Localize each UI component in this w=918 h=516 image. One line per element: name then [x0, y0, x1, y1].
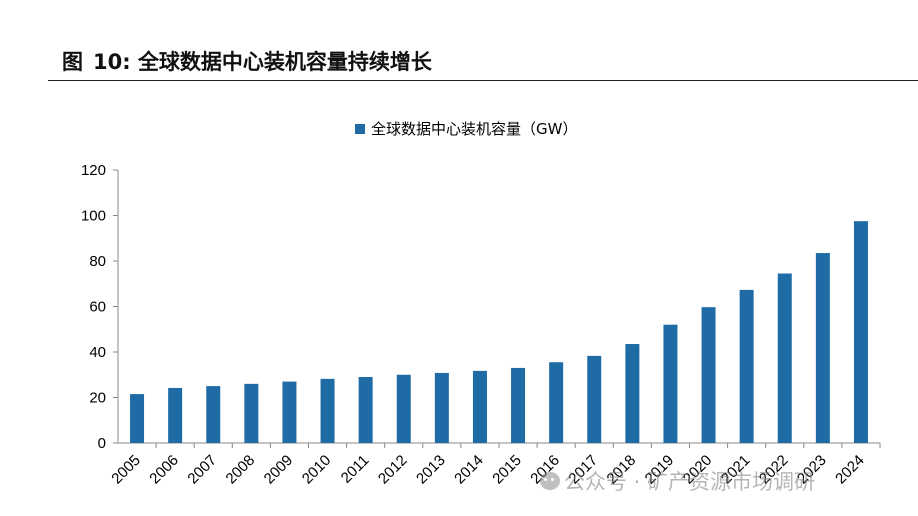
x-tick-label: 2010	[299, 452, 335, 488]
chart-legend: 全球数据中心装机容量（GW）	[355, 118, 577, 139]
y-tick-label: 80	[89, 253, 106, 270]
bar-2015	[511, 367, 526, 443]
y-tick-label: 20	[89, 390, 106, 407]
bar-2007	[206, 386, 221, 443]
y-tick-label: 0	[98, 435, 106, 452]
figure-number: 10:	[93, 50, 131, 74]
legend-swatch	[355, 123, 365, 134]
bar-2024	[853, 221, 868, 443]
bar-2012	[396, 374, 411, 443]
x-tick-label: 2012	[375, 452, 411, 488]
bar-2020	[701, 307, 716, 443]
y-tick-label: 100	[81, 208, 106, 225]
y-tick-label: 40	[89, 344, 106, 361]
x-tick-label: 2006	[146, 452, 182, 488]
figure-label: 图	[62, 50, 83, 74]
watermark-text: 公众号 · 矿产资源市场调研	[564, 470, 816, 494]
x-tick-label: 2014	[451, 452, 487, 488]
x-tick-label: 2005	[108, 452, 144, 488]
bar-2014	[472, 370, 487, 443]
bar-2016	[549, 362, 564, 443]
x-tick-label: 2024	[832, 452, 868, 488]
x-tick-label: 2009	[261, 452, 297, 488]
x-tick-label: 2007	[184, 452, 220, 488]
bar-2005	[130, 394, 145, 443]
bar-2017	[587, 355, 602, 443]
x-tick-label: 2011	[338, 452, 373, 487]
figure-title: 图 10: 全球数据中心装机容量持续增长	[62, 46, 432, 76]
bar-2021	[739, 289, 754, 443]
bar-2008	[244, 383, 259, 443]
watermark: 公众号 · 矿产资源市场调研	[540, 466, 815, 496]
y-tick-label: 60	[89, 299, 106, 316]
wechat-icon	[540, 472, 560, 490]
x-tick-label: 2015	[489, 452, 525, 488]
y-tick-label: 120	[81, 162, 106, 179]
x-tick-label: 2008	[223, 452, 259, 488]
title-divider	[48, 80, 918, 81]
legend-label: 全球数据中心装机容量（GW）	[371, 120, 578, 138]
bar-2019	[663, 324, 678, 443]
bar-2022	[777, 273, 792, 443]
bar-2010	[320, 378, 335, 443]
bar-2009	[282, 381, 297, 443]
bar-2023	[815, 253, 830, 443]
bar-2006	[168, 387, 183, 443]
bar-2018	[625, 344, 640, 443]
bar-2011	[358, 377, 373, 443]
figure-title-text: 全球数据中心装机容量持续增长	[137, 50, 432, 74]
bar-2013	[434, 372, 449, 443]
x-tick-label: 2013	[413, 452, 449, 488]
